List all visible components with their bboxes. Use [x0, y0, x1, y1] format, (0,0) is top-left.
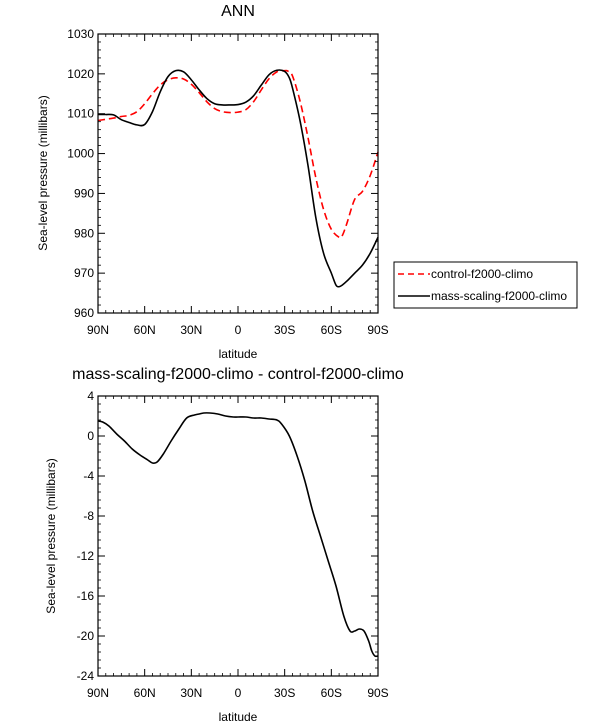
- top-series-mass-scaling-f2000-climo: [97, 69, 379, 288]
- top-y-tick-label: 1000: [67, 147, 94, 161]
- bottom-series-difference: [97, 412, 379, 658]
- top-y-tick-label: 1020: [67, 67, 94, 81]
- top-chart-title: ANN: [221, 3, 255, 20]
- bottom-chart-title: mass-scaling-f2000-climo - control-f2000…: [72, 366, 404, 383]
- top-y-tick-label: 1030: [67, 27, 94, 41]
- bottom-y-tick-label: -24: [77, 669, 95, 683]
- bottom-y-tick-label: -4: [83, 469, 94, 483]
- top-y-tick-label: 980: [74, 226, 94, 240]
- top-chart-xlabel: latitude: [219, 347, 258, 361]
- bottom-chart-frame: [97, 395, 379, 677]
- top-chart-frame: [97, 33, 379, 314]
- top-x-tick-label: 0: [235, 323, 242, 337]
- bottom-x-tick-label: 90S: [367, 686, 388, 700]
- bottom-x-tick-label: 90N: [87, 686, 109, 700]
- legend-label-control: control-f2000-climo: [431, 267, 533, 281]
- bottom-chart-xlabel: latitude: [219, 710, 258, 724]
- legend: control-f2000-climo mass-scaling-f2000-c…: [393, 261, 578, 309]
- top-x-tick-label: 60S: [321, 323, 342, 337]
- top-series-control-f2000-climo: [97, 69, 379, 239]
- bottom-y-tick-label: -8: [83, 509, 94, 523]
- top-chart-ticks: 90N 60N 30N 0 30S 60S 90S 960 970 980 990 1000 1010 1…: [67, 27, 388, 337]
- top-y-tick-label: 1010: [67, 107, 94, 121]
- top-chart-series: [97, 69, 379, 288]
- bottom-y-tick-label: -16: [77, 589, 95, 603]
- bottom-y-tick-label: -12: [77, 549, 95, 563]
- top-x-tick-label: 60N: [134, 323, 156, 337]
- top-x-tick-label: 30N: [180, 323, 202, 337]
- top-y-tick-label: 990: [74, 186, 94, 200]
- bottom-y-tick-label: 4: [87, 389, 94, 403]
- bottom-y-tick-label: -20: [77, 629, 95, 643]
- bottom-x-tick-label: 30N: [180, 686, 202, 700]
- bottom-x-tick-label: 60N: [134, 686, 156, 700]
- top-x-tick-label: 30S: [274, 323, 295, 337]
- top-x-tick-label: 90N: [87, 323, 109, 337]
- top-chart: ANN 90N 60N 30N 0 30S 60S 90S 960 970 980 990 1000 1…: [36, 3, 389, 361]
- bottom-x-tick-label: 0: [235, 686, 242, 700]
- top-chart-ylabel: Sea-level pressure (millibars): [36, 95, 50, 250]
- bottom-x-tick-label: 30S: [274, 686, 295, 700]
- legend-label-mass-scaling: mass-scaling-f2000-climo: [431, 289, 567, 303]
- bottom-chart: mass-scaling-f2000-climo - control-f2000…: [44, 366, 404, 724]
- bottom-chart-ylabel: Sea-level pressure (millibars): [44, 458, 58, 613]
- top-y-tick-label: 970: [74, 266, 94, 280]
- top-x-tick-label: 90S: [367, 323, 388, 337]
- bottom-y-tick-label: 0: [87, 429, 94, 443]
- top-y-tick-label: 960: [74, 306, 94, 320]
- bottom-chart-ticks: 90N 60N 30N 0 30S 60S 90S -24 -20 -16 -12 -8 -4 0 4: [77, 389, 389, 700]
- bottom-x-tick-label: 60S: [321, 686, 342, 700]
- legend-box: [393, 261, 578, 309]
- bottom-chart-series: [97, 412, 379, 658]
